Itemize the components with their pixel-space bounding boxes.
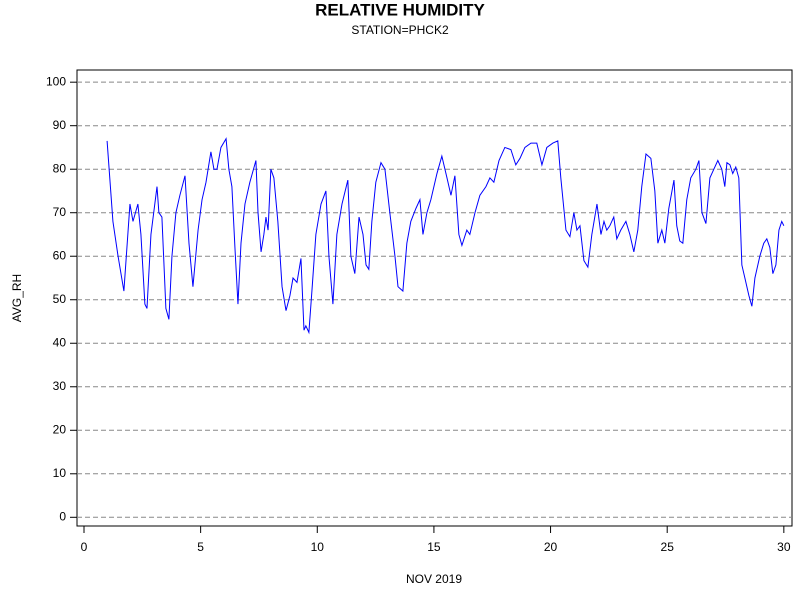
x-tick-label: 10: [311, 540, 325, 554]
x-tick-label: 15: [427, 540, 441, 554]
y-tick-label: 40: [53, 335, 67, 349]
y-tick-label: 100: [46, 74, 66, 88]
y-tick-label: 70: [53, 205, 67, 219]
x-tick-label: 30: [777, 540, 791, 554]
x-tick-label: 25: [661, 540, 675, 554]
x-tick-label: 20: [544, 540, 558, 554]
y-tick-label: 80: [53, 161, 67, 175]
x-axis-label: NOV 2019: [406, 572, 462, 586]
y-tick-label: 60: [53, 248, 67, 262]
x-tick-label: 5: [197, 540, 204, 554]
y-axis-label: AVG_RH: [10, 274, 24, 322]
chart-title: RELATIVE HUMIDITY: [315, 0, 485, 19]
y-tick-label: 10: [53, 466, 67, 480]
x-tick-label: 0: [81, 540, 88, 554]
plot-frame: [76, 69, 793, 527]
data-line: [106, 137, 785, 335]
y-tick-label: 90: [53, 118, 67, 132]
y-tick-label: 20: [53, 422, 67, 436]
y-tick-label: 0: [59, 509, 66, 523]
y-tick-label: 30: [53, 379, 67, 393]
y-tick-label: 50: [53, 292, 67, 306]
chart-subtitle: STATION=PHCK2: [351, 23, 449, 37]
